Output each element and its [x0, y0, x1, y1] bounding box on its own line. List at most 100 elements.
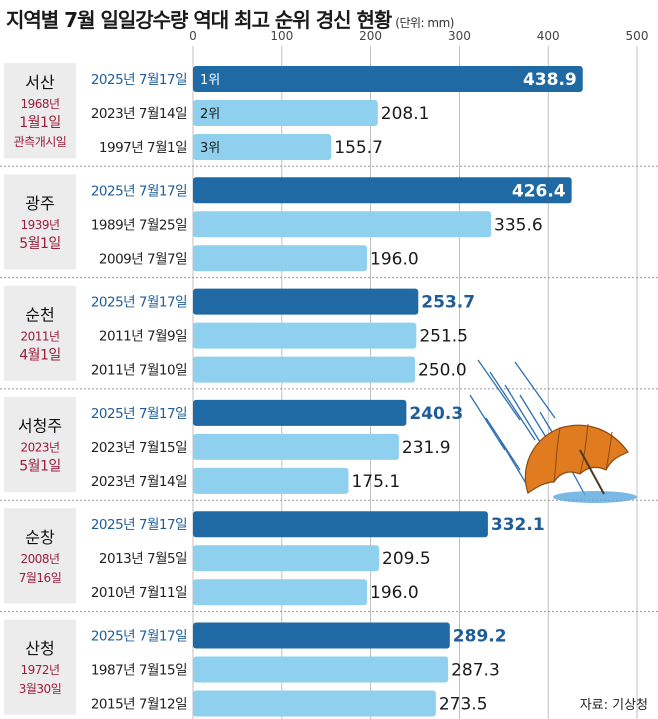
- region-since: 1968년: [20, 97, 59, 111]
- region-name: 산청: [25, 639, 54, 658]
- region-since: 1972년: [20, 663, 59, 677]
- data-label: 196.0: [370, 249, 419, 269]
- region-box: [4, 174, 76, 270]
- bar: [193, 690, 436, 717]
- category-label: 2025년 7월17일: [91, 183, 187, 199]
- bar: [193, 622, 450, 649]
- region-since: 2011년: [20, 329, 59, 343]
- data-label: 253.7: [421, 293, 475, 313]
- region-box: [4, 619, 76, 715]
- tick-label: 400: [537, 29, 560, 43]
- category-label: 1997년 7월1일: [99, 140, 187, 156]
- region-since: 2008년: [20, 552, 59, 566]
- bar: [193, 467, 349, 494]
- bar: [193, 177, 572, 204]
- category-label: 2025년 7월17일: [91, 406, 187, 422]
- tick-label: 100: [270, 29, 293, 43]
- bar: [193, 245, 368, 272]
- bar: [193, 211, 492, 238]
- bar: [193, 545, 380, 572]
- data-label: 231.9: [402, 438, 451, 458]
- region-name: 서산: [25, 73, 55, 92]
- raindrop-icon: [489, 371, 536, 441]
- region-since: 2023년: [20, 441, 59, 455]
- raindrop-icon: [514, 361, 556, 419]
- category-label: 2023년 7월14일: [91, 106, 187, 122]
- rank-label: 1위: [200, 73, 220, 88]
- category-label: 2011년 7월10일: [91, 363, 187, 379]
- data-label: 273.5: [439, 695, 488, 715]
- region-box: [4, 63, 76, 159]
- bar: [193, 322, 417, 349]
- region-since: 1월1일: [19, 115, 61, 131]
- bar: [193, 656, 449, 683]
- category-label: 2025년 7월17일: [91, 295, 187, 311]
- region-box: [4, 508, 76, 604]
- region-name: 순천: [25, 305, 54, 324]
- data-label: 250.0: [418, 361, 467, 381]
- source-label: 자료: 기상청: [579, 698, 648, 713]
- bar: [193, 399, 407, 426]
- umbrella-handle-icon: [579, 449, 605, 495]
- tick-label: 500: [626, 29, 649, 43]
- bar: [193, 511, 488, 538]
- umbrella-illustration: [469, 359, 637, 503]
- region-since: 5월1일: [19, 236, 61, 252]
- region-since: 4월1일: [19, 347, 61, 363]
- unit-label: (단위: mm): [395, 16, 454, 30]
- data-label: 208.1: [381, 104, 430, 124]
- region-since: 5월1일: [19, 459, 61, 475]
- category-label: 2010년 7월11일: [91, 585, 187, 601]
- data-label: 335.6: [494, 215, 543, 235]
- category-label: 2023년 7월14일: [91, 474, 187, 490]
- umbrella-ribs: [553, 423, 613, 483]
- data-label: 240.3: [409, 404, 463, 424]
- region-box: [4, 285, 76, 381]
- data-label: 332.1: [491, 515, 545, 535]
- bar: [193, 288, 419, 315]
- rank-label: 2위: [200, 107, 220, 122]
- puddle-icon: [553, 491, 637, 503]
- title-block: 지역별 7월 일일강수량 역대 최고 순위 경신 현황 (단위: mm): [6, 4, 454, 33]
- region-since: 1939년: [20, 218, 59, 232]
- region-box: [4, 396, 76, 493]
- bar: [193, 134, 332, 160]
- category-label: 2025년 7월17일: [91, 517, 187, 533]
- region-since: 3월30일: [19, 682, 62, 696]
- tick-label: 300: [448, 29, 471, 43]
- region-since: 7월16일: [19, 571, 62, 585]
- chart-title: 지역별 7월 일일강수량 역대 최고 순위 경신 현황: [6, 8, 392, 32]
- category-label: 2023년 7월15일: [91, 440, 187, 456]
- category-label: 2011년 7월9일: [99, 329, 187, 345]
- region-name: 서청주: [18, 417, 62, 436]
- category-label: 2025년 7월17일: [91, 72, 187, 88]
- bar: [193, 66, 583, 92]
- data-label: 196.0: [370, 583, 419, 603]
- raindrop-icon: [469, 394, 506, 451]
- data-label: 209.5: [382, 549, 431, 569]
- data-label: 289.2: [453, 627, 507, 647]
- category-label: 2013년 7월5일: [99, 551, 187, 567]
- umbrella-icon: [524, 424, 629, 494]
- data-label: 426.4: [512, 181, 566, 201]
- data-label: 175.1: [351, 472, 400, 492]
- rank-label: 3위: [200, 141, 220, 156]
- category-label: 2025년 7월17일: [91, 629, 187, 645]
- category-label: 2015년 7월12일: [91, 697, 187, 713]
- bar: [193, 100, 378, 126]
- bar: [193, 356, 415, 383]
- tick-label: 0: [189, 29, 197, 43]
- region-since: 관측개시일: [14, 135, 67, 149]
- category-label: 1989년 7월25일: [91, 217, 187, 233]
- region-name: 광주: [25, 194, 54, 213]
- data-label: 287.3: [451, 661, 500, 681]
- region-name: 순창: [25, 528, 55, 547]
- data-label: 438.9: [523, 70, 577, 90]
- raindrop-icon: [477, 359, 521, 421]
- data-label: 251.5: [419, 327, 468, 347]
- category-label: 1987년 7월15일: [91, 663, 187, 679]
- bar: [193, 433, 399, 460]
- tick-label: 200: [359, 29, 382, 43]
- category-label: 2009년 7월7일: [99, 251, 187, 267]
